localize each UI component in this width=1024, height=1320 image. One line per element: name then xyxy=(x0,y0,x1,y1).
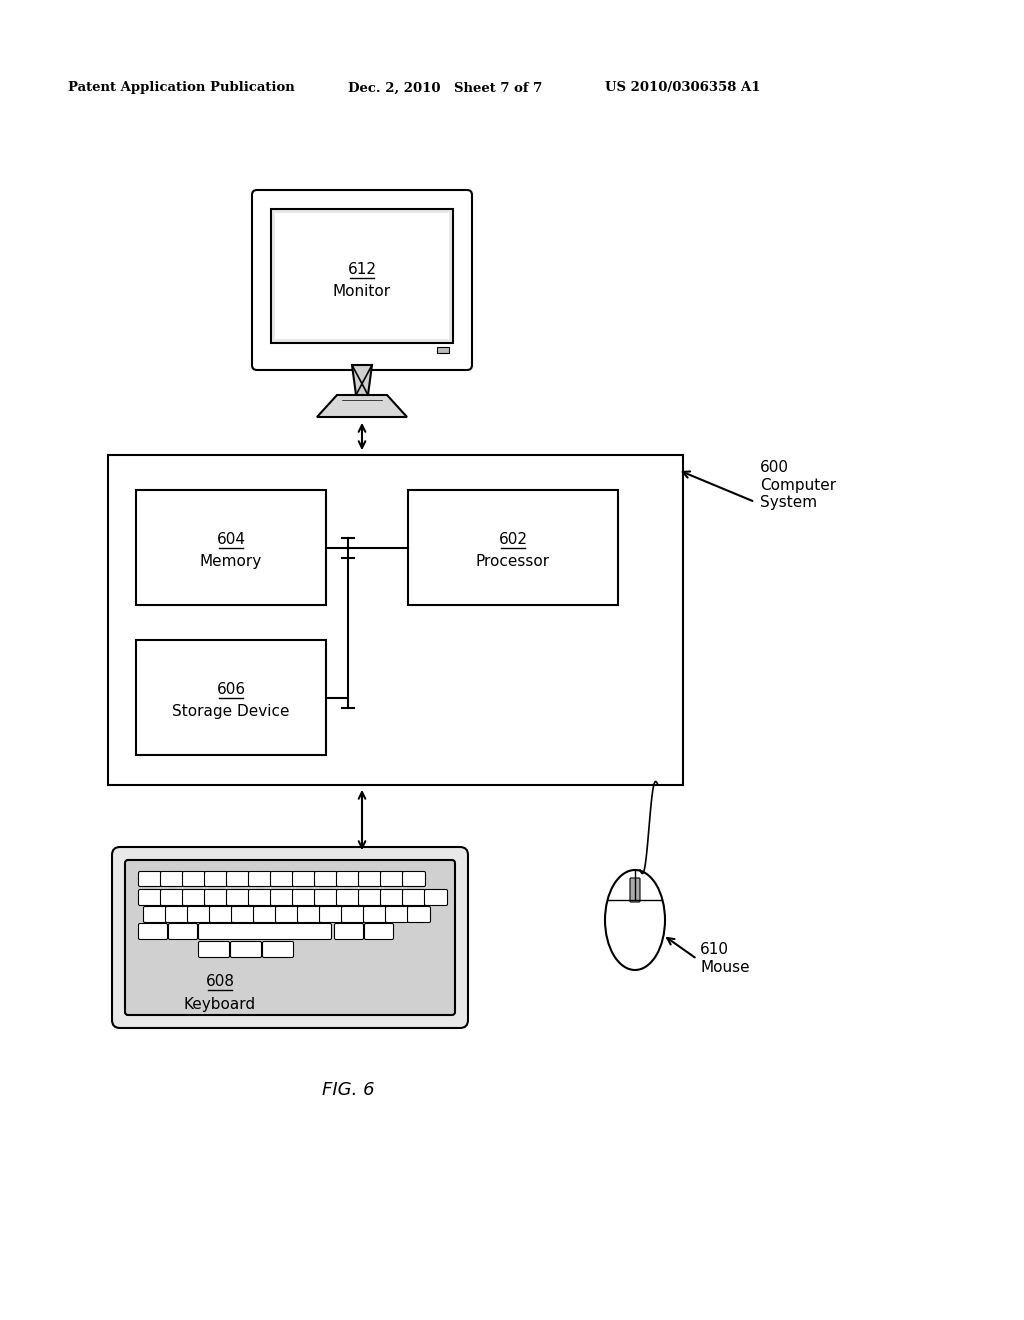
FancyBboxPatch shape xyxy=(408,907,430,923)
Bar xyxy=(275,213,449,339)
FancyBboxPatch shape xyxy=(249,871,271,887)
Text: 606: 606 xyxy=(216,682,246,697)
Bar xyxy=(271,209,453,343)
FancyBboxPatch shape xyxy=(169,924,198,940)
FancyBboxPatch shape xyxy=(252,190,472,370)
FancyBboxPatch shape xyxy=(161,890,183,906)
Text: Mouse: Mouse xyxy=(700,961,750,975)
FancyBboxPatch shape xyxy=(231,907,255,923)
FancyBboxPatch shape xyxy=(270,890,294,906)
FancyBboxPatch shape xyxy=(337,890,359,906)
Text: Computer: Computer xyxy=(760,478,837,492)
FancyBboxPatch shape xyxy=(138,924,168,940)
Text: Sheet 7 of 7: Sheet 7 of 7 xyxy=(454,82,543,95)
FancyBboxPatch shape xyxy=(293,871,315,887)
FancyBboxPatch shape xyxy=(365,924,393,940)
FancyBboxPatch shape xyxy=(358,890,382,906)
Ellipse shape xyxy=(605,870,665,970)
FancyBboxPatch shape xyxy=(125,861,455,1015)
FancyBboxPatch shape xyxy=(166,907,188,923)
FancyBboxPatch shape xyxy=(143,907,167,923)
FancyBboxPatch shape xyxy=(187,907,211,923)
Polygon shape xyxy=(352,366,372,395)
FancyBboxPatch shape xyxy=(182,890,206,906)
FancyBboxPatch shape xyxy=(381,890,403,906)
FancyBboxPatch shape xyxy=(205,871,227,887)
Bar xyxy=(136,490,326,605)
FancyBboxPatch shape xyxy=(199,941,229,957)
Text: Memory: Memory xyxy=(200,554,262,569)
Text: US 2010/0306358 A1: US 2010/0306358 A1 xyxy=(605,82,761,95)
Bar xyxy=(437,347,449,352)
FancyBboxPatch shape xyxy=(335,924,364,940)
FancyBboxPatch shape xyxy=(226,871,250,887)
Text: FIG. 6: FIG. 6 xyxy=(322,1081,375,1100)
FancyBboxPatch shape xyxy=(385,907,409,923)
FancyBboxPatch shape xyxy=(381,871,403,887)
Text: Keyboard: Keyboard xyxy=(184,997,256,1011)
FancyBboxPatch shape xyxy=(112,847,468,1028)
FancyBboxPatch shape xyxy=(138,890,162,906)
Text: 604: 604 xyxy=(216,532,246,546)
FancyBboxPatch shape xyxy=(199,924,332,940)
FancyBboxPatch shape xyxy=(314,871,338,887)
Bar xyxy=(108,455,683,785)
Text: Storage Device: Storage Device xyxy=(172,704,290,719)
FancyBboxPatch shape xyxy=(402,871,426,887)
FancyBboxPatch shape xyxy=(358,871,382,887)
FancyBboxPatch shape xyxy=(337,871,359,887)
Text: System: System xyxy=(760,495,817,510)
FancyBboxPatch shape xyxy=(230,941,261,957)
Text: Patent Application Publication: Patent Application Publication xyxy=(68,82,295,95)
Polygon shape xyxy=(317,395,407,417)
FancyBboxPatch shape xyxy=(630,878,640,902)
FancyBboxPatch shape xyxy=(138,871,162,887)
Bar xyxy=(136,640,326,755)
Text: Monitor: Monitor xyxy=(333,285,391,300)
FancyBboxPatch shape xyxy=(293,890,315,906)
FancyBboxPatch shape xyxy=(254,907,276,923)
FancyBboxPatch shape xyxy=(205,890,227,906)
FancyBboxPatch shape xyxy=(210,907,232,923)
FancyBboxPatch shape xyxy=(262,941,294,957)
Text: Processor: Processor xyxy=(476,554,550,569)
FancyBboxPatch shape xyxy=(402,890,426,906)
Text: Dec. 2, 2010: Dec. 2, 2010 xyxy=(348,82,440,95)
FancyBboxPatch shape xyxy=(226,890,250,906)
FancyBboxPatch shape xyxy=(161,871,183,887)
FancyBboxPatch shape xyxy=(314,890,338,906)
Text: 602: 602 xyxy=(499,532,527,546)
FancyBboxPatch shape xyxy=(249,890,271,906)
Text: 610: 610 xyxy=(700,942,729,957)
FancyBboxPatch shape xyxy=(182,871,206,887)
Text: 608: 608 xyxy=(206,974,234,990)
Text: 612: 612 xyxy=(347,263,377,277)
FancyBboxPatch shape xyxy=(341,907,365,923)
FancyBboxPatch shape xyxy=(425,890,447,906)
FancyBboxPatch shape xyxy=(298,907,321,923)
Text: 600: 600 xyxy=(760,459,790,475)
FancyBboxPatch shape xyxy=(275,907,299,923)
Bar xyxy=(408,490,618,605)
FancyBboxPatch shape xyxy=(270,871,294,887)
FancyBboxPatch shape xyxy=(364,907,386,923)
FancyBboxPatch shape xyxy=(319,907,342,923)
